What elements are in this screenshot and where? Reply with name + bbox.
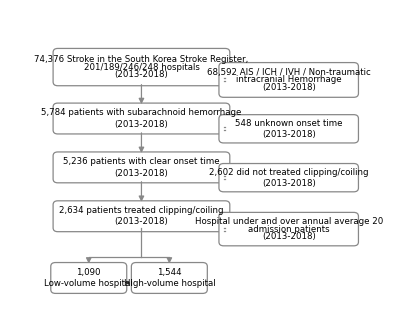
FancyBboxPatch shape — [131, 263, 207, 293]
Text: 2,602 did not treated clipping/coiling: 2,602 did not treated clipping/coiling — [209, 168, 368, 176]
Text: (2013-2018): (2013-2018) — [114, 169, 168, 178]
Text: Hospital under and over annual average 20: Hospital under and over annual average 2… — [194, 217, 383, 226]
FancyBboxPatch shape — [51, 263, 127, 293]
Text: intracranial Hemorrhage: intracranial Hemorrhage — [236, 75, 342, 85]
Text: 2,634 patients treated clipping/coiling: 2,634 patients treated clipping/coiling — [59, 206, 224, 215]
Text: High-volume hospital: High-volume hospital — [124, 279, 215, 288]
Text: (2013-2018): (2013-2018) — [262, 130, 316, 139]
Text: Low-volume hospital: Low-volume hospital — [44, 279, 133, 288]
Text: 68,592 AIS / ICH / IVH / Non-traumatic: 68,592 AIS / ICH / IVH / Non-traumatic — [207, 68, 370, 77]
Text: (2013-2018): (2013-2018) — [114, 217, 168, 226]
Text: 5,784 patients with subarachnoid hemorrhage: 5,784 patients with subarachnoid hemorrh… — [41, 108, 242, 117]
Text: 1,544: 1,544 — [157, 268, 182, 277]
FancyBboxPatch shape — [219, 164, 358, 192]
Text: 5,236 patients with clear onset time: 5,236 patients with clear onset time — [63, 157, 220, 166]
FancyBboxPatch shape — [219, 62, 358, 97]
FancyBboxPatch shape — [53, 103, 230, 134]
Text: (2013-2018): (2013-2018) — [262, 179, 316, 188]
Text: 201/189/246/248 hospitals: 201/189/246/248 hospitals — [84, 62, 199, 71]
FancyBboxPatch shape — [53, 152, 230, 183]
Text: (2013-2018): (2013-2018) — [262, 232, 316, 241]
Text: 1,090: 1,090 — [76, 268, 101, 277]
FancyBboxPatch shape — [219, 115, 358, 143]
FancyBboxPatch shape — [219, 212, 358, 246]
Text: (2013-2018): (2013-2018) — [262, 83, 316, 92]
FancyBboxPatch shape — [53, 201, 230, 232]
FancyBboxPatch shape — [53, 48, 230, 86]
Text: 74,376 Stroke in the South Korea Stroke Register,: 74,376 Stroke in the South Korea Stroke … — [34, 55, 248, 64]
Text: admission patients: admission patients — [248, 224, 330, 233]
Text: 548 unknown onset time: 548 unknown onset time — [235, 119, 342, 128]
Text: (2013-2018): (2013-2018) — [114, 120, 168, 129]
Text: (2013-2018): (2013-2018) — [114, 70, 168, 79]
